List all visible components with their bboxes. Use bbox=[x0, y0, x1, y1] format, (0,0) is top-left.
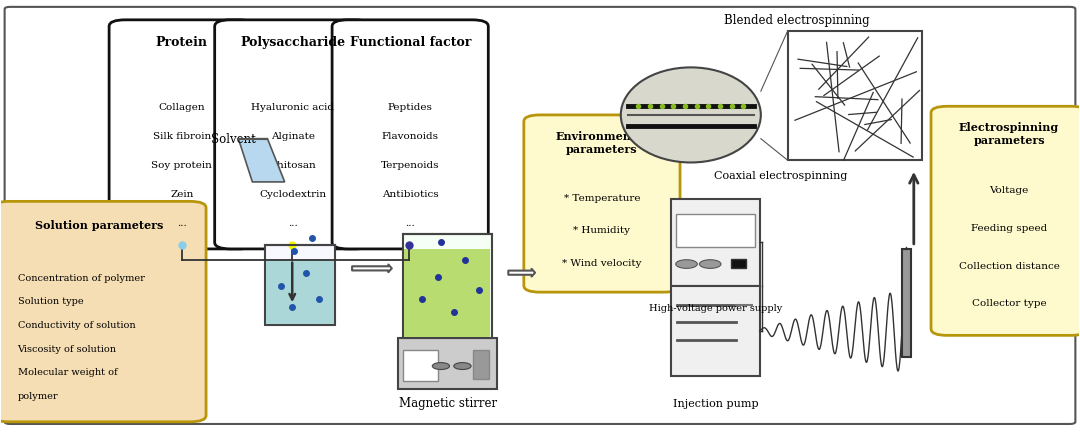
Text: Environmental
parameters: Environmental parameters bbox=[556, 131, 648, 155]
FancyArrowPatch shape bbox=[352, 265, 392, 273]
FancyBboxPatch shape bbox=[4, 8, 1076, 424]
FancyBboxPatch shape bbox=[524, 116, 680, 293]
FancyBboxPatch shape bbox=[672, 286, 759, 377]
Text: Collagen: Collagen bbox=[159, 103, 205, 112]
Text: Magnetic stirrer: Magnetic stirrer bbox=[400, 396, 498, 409]
FancyBboxPatch shape bbox=[109, 21, 255, 250]
Text: Polysaccharide: Polysaccharide bbox=[240, 36, 346, 49]
Text: Conductivity of solution: Conductivity of solution bbox=[17, 320, 135, 329]
Text: ...: ... bbox=[405, 218, 415, 227]
Text: Terpenoids: Terpenoids bbox=[381, 161, 440, 170]
FancyBboxPatch shape bbox=[403, 234, 491, 338]
Text: Soy protein: Soy protein bbox=[151, 161, 213, 170]
FancyBboxPatch shape bbox=[902, 250, 910, 357]
Text: Coaxial electrospinning: Coaxial electrospinning bbox=[714, 171, 847, 181]
Text: Silk fibroin: Silk fibroin bbox=[152, 132, 211, 141]
FancyArrowPatch shape bbox=[509, 269, 535, 277]
FancyBboxPatch shape bbox=[672, 200, 759, 286]
Text: Solvent: Solvent bbox=[211, 133, 255, 146]
FancyBboxPatch shape bbox=[403, 350, 437, 381]
Text: ...: ... bbox=[288, 218, 298, 227]
Text: Zein: Zein bbox=[171, 190, 193, 199]
FancyBboxPatch shape bbox=[266, 245, 335, 325]
FancyBboxPatch shape bbox=[731, 259, 746, 269]
FancyBboxPatch shape bbox=[215, 21, 370, 250]
Text: * Temperature: * Temperature bbox=[564, 193, 640, 202]
Text: High-voltage power supply: High-voltage power supply bbox=[649, 303, 782, 312]
Text: polymer: polymer bbox=[17, 391, 58, 400]
Text: Collector type: Collector type bbox=[972, 299, 1047, 308]
FancyBboxPatch shape bbox=[473, 350, 489, 379]
Text: Functional factor: Functional factor bbox=[350, 36, 471, 49]
Text: * Humidity: * Humidity bbox=[573, 226, 631, 235]
Text: Cyclodextrin: Cyclodextrin bbox=[259, 190, 326, 199]
FancyBboxPatch shape bbox=[931, 107, 1080, 335]
Text: Feeding speed: Feeding speed bbox=[971, 224, 1048, 233]
Text: Solution type: Solution type bbox=[17, 297, 83, 306]
Text: Flavonoids: Flavonoids bbox=[381, 132, 438, 141]
Circle shape bbox=[432, 363, 449, 370]
Text: Collection distance: Collection distance bbox=[959, 261, 1059, 270]
Text: Injection pump: Injection pump bbox=[673, 398, 758, 408]
Text: Alginate: Alginate bbox=[271, 132, 314, 141]
Circle shape bbox=[700, 260, 721, 269]
Polygon shape bbox=[239, 139, 285, 183]
FancyBboxPatch shape bbox=[676, 215, 755, 247]
Text: Concentration of polymer: Concentration of polymer bbox=[17, 273, 145, 282]
Circle shape bbox=[676, 260, 698, 269]
Text: Blended electrospinning: Blended electrospinning bbox=[724, 14, 869, 27]
Text: Protein: Protein bbox=[156, 36, 207, 49]
Text: * Wind velocity: * Wind velocity bbox=[563, 259, 642, 268]
Ellipse shape bbox=[621, 68, 760, 163]
FancyBboxPatch shape bbox=[397, 338, 497, 389]
Text: Viscosity of solution: Viscosity of solution bbox=[17, 344, 117, 353]
Text: ...: ... bbox=[177, 218, 187, 227]
FancyBboxPatch shape bbox=[267, 260, 334, 324]
Text: Antibiotics: Antibiotics bbox=[382, 190, 438, 199]
Circle shape bbox=[454, 363, 471, 370]
Text: Peptides: Peptides bbox=[388, 103, 433, 112]
Text: Hyaluronic acid: Hyaluronic acid bbox=[252, 103, 335, 112]
FancyBboxPatch shape bbox=[332, 21, 488, 250]
FancyBboxPatch shape bbox=[0, 202, 206, 422]
Text: Solution parameters: Solution parameters bbox=[36, 219, 163, 230]
Text: Voltage: Voltage bbox=[989, 186, 1029, 195]
FancyBboxPatch shape bbox=[404, 250, 490, 337]
FancyBboxPatch shape bbox=[787, 32, 922, 161]
Text: Chitosan: Chitosan bbox=[269, 161, 316, 170]
Text: Electrospinning
parameters: Electrospinning parameters bbox=[959, 122, 1059, 146]
Text: Molecular weight of: Molecular weight of bbox=[17, 368, 117, 376]
FancyBboxPatch shape bbox=[267, 260, 334, 324]
